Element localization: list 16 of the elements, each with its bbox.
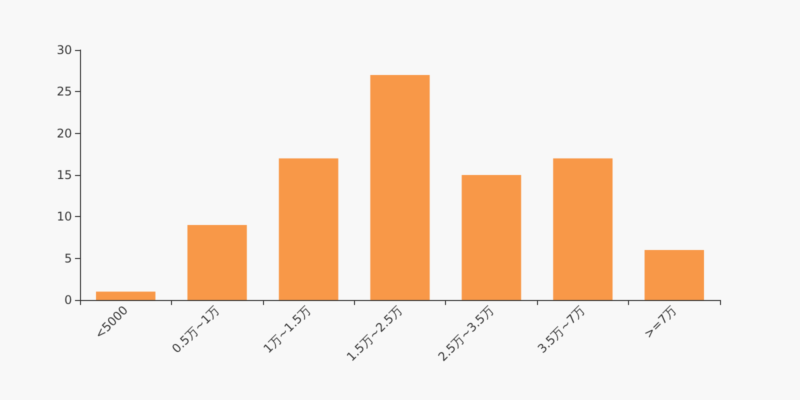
bar (187, 225, 247, 300)
y-tick-label: 30 (56, 43, 72, 57)
y-tick-label: 15 (56, 168, 72, 182)
y-tick-label: 5 (64, 251, 72, 266)
bar (278, 158, 338, 300)
bar (462, 175, 522, 300)
y-tick-label: 0 (64, 293, 72, 307)
y-tick-label: 20 (56, 126, 72, 140)
x-tick-label: 0.5万~1万 (169, 303, 222, 356)
y-tick-label: 25 (56, 84, 72, 99)
bar (96, 292, 156, 300)
bar (644, 250, 704, 300)
bar (553, 158, 613, 300)
x-tick-label: 3.5万~7万 (534, 303, 588, 356)
y-tick-label: 10 (56, 210, 72, 224)
bar (370, 75, 430, 300)
